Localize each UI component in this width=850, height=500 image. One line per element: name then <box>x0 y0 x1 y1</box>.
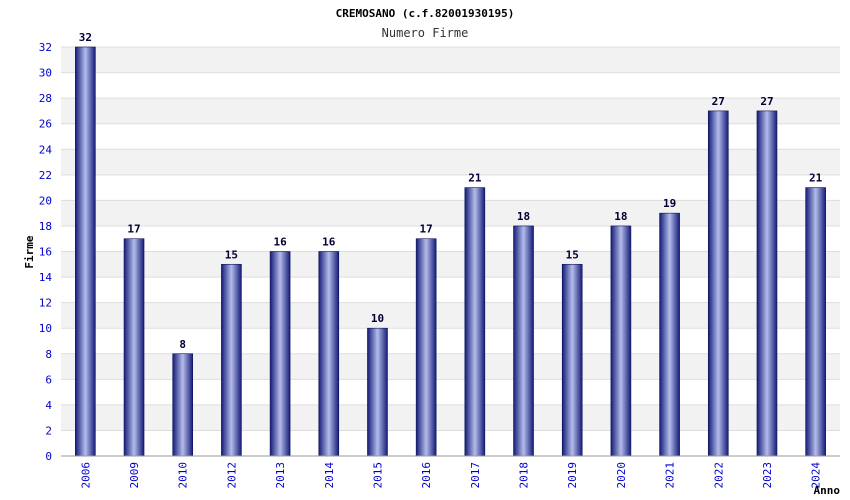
x-tick-label: 2013 <box>274 462 287 489</box>
x-tick-label: 2014 <box>323 462 336 489</box>
bar-value-label: 19 <box>663 197 676 210</box>
x-tick-label: 2022 <box>712 462 725 489</box>
chart-title: CREMOSANO (c.f.82001930195) <box>336 7 515 20</box>
y-tick-label: 24 <box>39 143 53 156</box>
y-tick-label: 18 <box>39 220 52 233</box>
bar <box>415 238 437 457</box>
bar <box>75 46 96 457</box>
bar <box>269 251 291 457</box>
y-tick-label: 0 <box>45 450 52 463</box>
bars <box>75 46 826 457</box>
y-tick-label: 12 <box>39 297 52 310</box>
x-tick-label: 2017 <box>469 462 482 489</box>
x-axis-ticks: 2006 2009 2010 2012 2013 2014 2015 2016 2017 2018… <box>79 462 822 489</box>
bar <box>659 212 680 457</box>
bar <box>367 327 388 457</box>
bar-value-label: 27 <box>712 95 725 108</box>
chart-subtitle: Numero Firme <box>382 26 469 40</box>
bar <box>221 263 242 457</box>
x-axis-label: Anno <box>814 484 841 497</box>
bar <box>756 110 778 457</box>
x-tick-label: 2023 <box>761 462 774 489</box>
x-tick-label: 2009 <box>128 462 141 489</box>
bar-value-label: 8 <box>179 338 186 351</box>
bar <box>172 353 194 457</box>
y-tick-label: 6 <box>45 373 52 386</box>
y-tick-label: 30 <box>39 67 52 80</box>
bar-value-label: 17 <box>127 223 140 236</box>
data-labels: 32 17 8 15 16 16 10 17 21 18 15 18 19 27 27 21 <box>79 31 823 351</box>
bar-value-label: 10 <box>371 312 384 325</box>
bar-value-label: 17 <box>420 223 433 236</box>
y-tick-label: 20 <box>39 194 52 207</box>
y-axis-label: Firme <box>23 235 36 268</box>
bar-value-label: 18 <box>517 210 530 223</box>
x-tick-label: 2015 <box>371 462 384 489</box>
x-tick-label: 2016 <box>420 462 433 489</box>
bar-value-label: 21 <box>809 172 823 185</box>
bar <box>464 187 486 457</box>
x-tick-label: 2006 <box>79 462 92 489</box>
x-tick-label: 2012 <box>225 462 238 489</box>
y-tick-label: 28 <box>39 92 52 105</box>
y-tick-label: 14 <box>39 271 53 284</box>
y-tick-label: 2 <box>45 424 52 437</box>
bar-value-label: 18 <box>614 210 627 223</box>
y-tick-label: 4 <box>45 399 52 412</box>
bar-value-label: 32 <box>79 31 92 44</box>
bar <box>318 251 340 457</box>
x-tick-label: 2020 <box>615 462 628 489</box>
bar-value-label: 16 <box>322 236 336 249</box>
bar <box>123 238 145 457</box>
y-tick-label: 32 <box>39 41 52 54</box>
bar-value-label: 16 <box>273 236 287 249</box>
y-tick-label: 22 <box>39 169 52 182</box>
bar-value-label: 15 <box>566 248 579 261</box>
y-tick-label: 16 <box>39 246 52 259</box>
bar-value-label: 27 <box>760 95 773 108</box>
bar <box>610 225 632 457</box>
y-tick-label: 8 <box>45 348 52 361</box>
y-tick-label: 26 <box>39 118 52 131</box>
bar <box>707 110 729 457</box>
x-tick-label: 2018 <box>518 462 531 489</box>
bar-value-label: 21 <box>468 172 482 185</box>
bar <box>561 263 583 457</box>
bar-value-label: 15 <box>225 248 238 261</box>
bar <box>513 225 534 457</box>
plot-band <box>61 47 840 73</box>
x-tick-label: 2021 <box>664 462 677 489</box>
bar <box>805 187 826 457</box>
x-tick-label: 2024 <box>810 462 823 489</box>
x-tick-label: 2010 <box>177 462 190 489</box>
plot-band <box>61 72 840 99</box>
x-tick-label: 2019 <box>566 462 579 489</box>
y-tick-label: 10 <box>39 322 52 335</box>
